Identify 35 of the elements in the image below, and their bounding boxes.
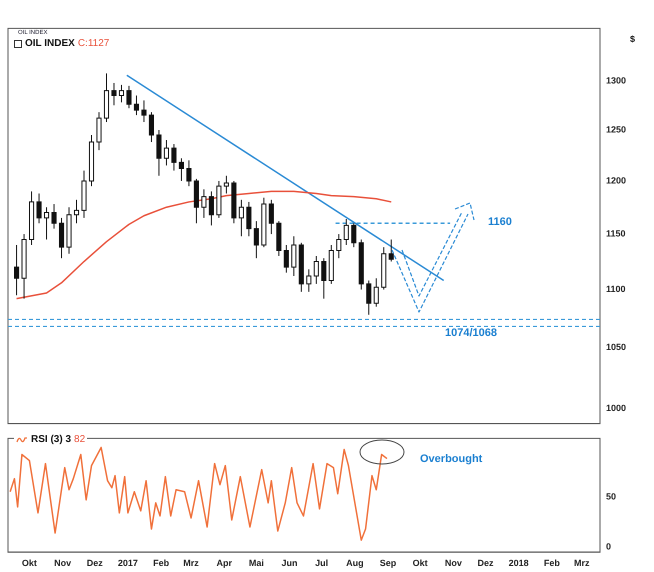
x-tick-label: Nov bbox=[444, 558, 462, 568]
x-tick-label: Apr bbox=[216, 558, 232, 568]
x-tick-label: Jul bbox=[315, 558, 328, 568]
y-tick-label: 1250 bbox=[606, 124, 626, 134]
x-tick-label: Sep bbox=[380, 558, 397, 568]
x-tick-label: Feb bbox=[153, 558, 170, 568]
x-tick-label: Jun bbox=[282, 558, 298, 568]
y-axis-title: $ bbox=[630, 34, 636, 44]
y-tick-label: 1100 bbox=[606, 284, 626, 294]
text: OIL INDEX bbox=[25, 38, 75, 49]
legend-label: RSI (3) 3 bbox=[31, 434, 72, 445]
x-tick-label: Nov bbox=[54, 558, 72, 568]
y-tick-label: 1300 bbox=[606, 76, 626, 86]
x-tick-label: Mrz bbox=[574, 558, 590, 568]
x-tick-label: Dez bbox=[86, 558, 104, 568]
x-tick-label: Feb bbox=[544, 558, 560, 568]
y-tick-label: 1000 bbox=[606, 403, 626, 414]
x-tick-label: Mai bbox=[248, 558, 264, 568]
annotation: 1160 bbox=[488, 216, 512, 228]
x-tick-label: Aug bbox=[346, 558, 364, 568]
x-tick-label: Okt bbox=[412, 558, 428, 568]
x-tick-label: 2017 bbox=[118, 558, 138, 568]
annotation: Overbought bbox=[420, 453, 482, 465]
x-tick-label: Okt bbox=[22, 558, 37, 568]
y-tick-label: 1050 bbox=[606, 342, 626, 352]
annotation: 1074/1068 bbox=[445, 327, 497, 339]
x-tick-label: 2018 bbox=[508, 558, 529, 568]
x-tick-label: Mrz bbox=[183, 558, 200, 568]
y-tick-label: 50 bbox=[606, 491, 616, 502]
y-tick-label: 0 bbox=[606, 542, 612, 552]
y-tick-label: 1150 bbox=[606, 228, 626, 239]
y-tick-label: 1200 bbox=[606, 175, 626, 186]
annotation: 82 bbox=[74, 434, 86, 445]
annotation: C:1127 bbox=[78, 38, 110, 49]
x-tick-label: Dez bbox=[477, 558, 494, 568]
